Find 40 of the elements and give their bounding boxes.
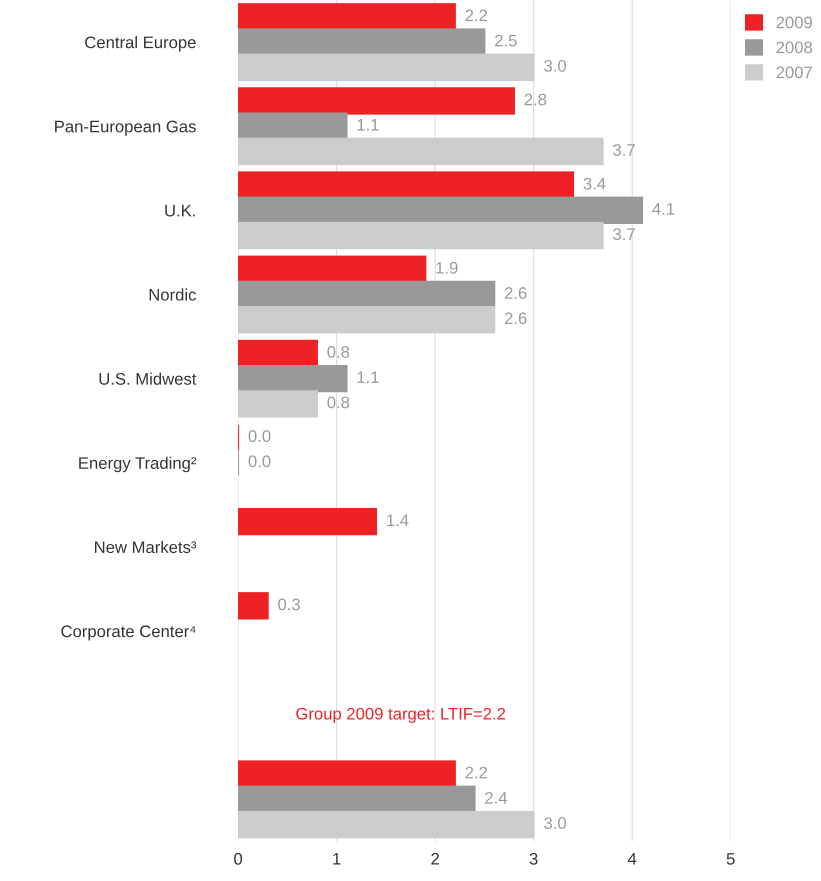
data-label: 3.0 xyxy=(544,60,566,72)
data-label: 0.0 xyxy=(248,430,270,442)
y-tick-label: New Markets³ xyxy=(95,540,196,554)
data-label: 0.8 xyxy=(327,396,350,408)
data-label: 1.1 xyxy=(358,371,379,383)
data-label: 2.4 xyxy=(485,792,508,804)
x-tick-label: 0 xyxy=(234,852,242,865)
data-label: 3.7 xyxy=(613,144,635,156)
data-label: 2.8 xyxy=(524,94,546,106)
data-label: 2.2 xyxy=(466,766,488,778)
legend-label: 2008 xyxy=(776,41,812,54)
data-label: 2.2 xyxy=(466,10,488,22)
y-tick-label: Nordic xyxy=(150,288,196,301)
data-label: 1.4 xyxy=(387,514,409,526)
data-label: 3.7 xyxy=(613,228,635,240)
x-tick-label: 3 xyxy=(530,852,538,865)
x-tick-label: 1 xyxy=(333,853,340,865)
data-label: 3.4 xyxy=(584,178,606,190)
x-tick-label: 4 xyxy=(628,853,636,865)
data-label: 1.9 xyxy=(436,262,458,274)
data-label: 0.0 xyxy=(248,455,270,468)
legend-label: 2009 xyxy=(776,16,812,28)
data-label: 2.6 xyxy=(504,312,527,324)
data-label: 4.1 xyxy=(652,203,674,215)
data-label: 0.3 xyxy=(278,598,300,610)
data-label: 2.6 xyxy=(504,287,527,299)
y-tick-label: Central Europe xyxy=(85,36,196,52)
y-tick-label: Pan-European Gas xyxy=(55,120,196,136)
annotation: Group 2009 target: LTIF=2.2 xyxy=(296,708,506,723)
data-label: 2.5 xyxy=(495,34,517,47)
x-tick-label: 5 xyxy=(726,853,735,865)
data-label: 3.0 xyxy=(544,817,566,829)
y-tick-label: U.S. Midwest xyxy=(100,372,196,385)
y-tick-label: Corporate Center⁴ xyxy=(61,625,196,641)
data-label: 0.8 xyxy=(327,346,350,358)
legend-label: 2007 xyxy=(776,66,812,78)
y-tick-label: U.K. xyxy=(165,204,195,217)
data-label: 1.1 xyxy=(358,119,379,131)
x-tick-label: 2 xyxy=(431,852,439,865)
y-tick-label: Energy Trading² xyxy=(79,456,196,472)
